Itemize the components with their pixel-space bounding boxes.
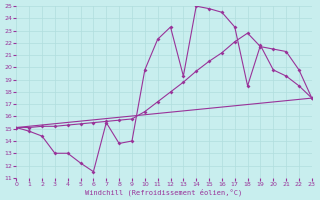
X-axis label: Windchill (Refroidissement éolien,°C): Windchill (Refroidissement éolien,°C) xyxy=(85,188,243,196)
